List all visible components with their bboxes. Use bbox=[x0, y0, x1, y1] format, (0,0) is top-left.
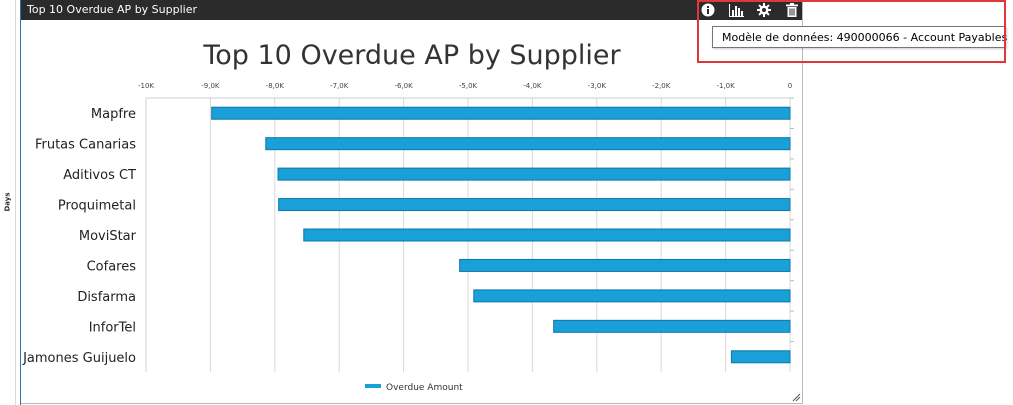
x-tick-label: -10K bbox=[138, 82, 154, 90]
chart-type-icon[interactable] bbox=[725, 1, 747, 19]
x-tick-label: -4,0K bbox=[523, 82, 542, 90]
chart-panel: Top 10 Overdue AP by Supplier bbox=[21, 0, 803, 404]
bar-chart: Top 10 Overdue AP by Supplier -10K -9,0K -… bbox=[22, 40, 794, 393]
x-tick-label: -3,0K bbox=[588, 82, 607, 90]
category-label: Frutas Canarias bbox=[35, 138, 136, 153]
panel-title: Top 10 Overdue AP by Supplier bbox=[27, 3, 198, 16]
days-label-text: Days bbox=[3, 192, 12, 212]
category-label: Mapfre bbox=[91, 107, 136, 122]
category-label: InforTel bbox=[89, 320, 136, 335]
category-label: Aditivos CT bbox=[63, 168, 136, 183]
x-tick-label: -2,0K bbox=[652, 82, 671, 90]
bar-proquimetal[interactable] bbox=[278, 198, 791, 212]
resize-grip[interactable] bbox=[791, 392, 801, 402]
category-label: Cofares bbox=[87, 259, 137, 274]
chart-title: Top 10 Overdue AP by Supplier bbox=[202, 40, 621, 71]
legend-label: Overdue Amount bbox=[386, 383, 463, 393]
bar-jamones-guijuelo[interactable] bbox=[730, 350, 791, 364]
tooltip-text: Modèle de données: 490000066 - Account P… bbox=[722, 30, 1008, 44]
days-axis-label: Days bbox=[0, 192, 15, 212]
x-tick-label: -5,0K bbox=[459, 82, 478, 90]
bar-aditivos-ct[interactable] bbox=[277, 167, 791, 181]
x-tick-label: -6,0K bbox=[394, 82, 413, 90]
category-label: Jamones Guijuelo bbox=[22, 351, 136, 366]
x-tick-label: -1,0K bbox=[716, 82, 735, 90]
category-label: Proquimetal bbox=[58, 199, 136, 214]
data-model-tooltip: Modèle de données: 490000066 - Account P… bbox=[712, 26, 1008, 48]
bar-cofares[interactable] bbox=[459, 258, 791, 272]
x-tick-label: -7,0K bbox=[330, 82, 349, 90]
info-icon[interactable] bbox=[697, 1, 719, 19]
bar-disfarma[interactable] bbox=[473, 289, 791, 303]
x-tick-label: 0 bbox=[788, 82, 792, 90]
gear-icon[interactable] bbox=[753, 1, 775, 19]
bar-infortel[interactable] bbox=[553, 319, 791, 333]
x-tick-label: -9,0K bbox=[201, 82, 220, 90]
x-tick-label: -8,0K bbox=[266, 82, 285, 90]
category-label: Disfarma bbox=[77, 290, 136, 305]
panel-header: Top 10 Overdue AP by Supplier bbox=[21, 0, 802, 20]
selection-line bbox=[20, 0, 21, 405]
bar-mapfre[interactable] bbox=[211, 106, 791, 120]
legend-swatch bbox=[365, 384, 381, 388]
category-label: MoviStar bbox=[79, 229, 137, 244]
bar-frutas-canarias[interactable] bbox=[265, 137, 791, 151]
left-rail: Days bbox=[0, 0, 16, 405]
bar-movistar[interactable] bbox=[303, 228, 791, 242]
panel-toolbar bbox=[697, 1, 803, 19]
trash-icon[interactable] bbox=[781, 1, 803, 19]
